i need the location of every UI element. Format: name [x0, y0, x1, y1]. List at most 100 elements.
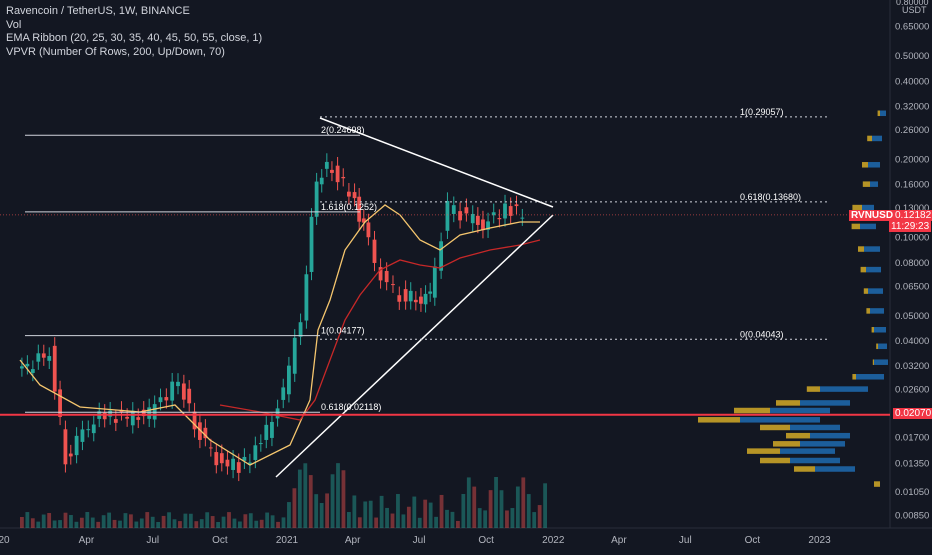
volume-bar [292, 488, 297, 528]
candle-body [458, 211, 462, 221]
candle-body [130, 410, 135, 426]
candle-body [335, 165, 340, 183]
vpvr-bar-up [872, 135, 882, 142]
candle-body [58, 389, 62, 417]
volume-bar [30, 518, 35, 528]
vpvr-bar-down [877, 110, 880, 117]
vpvr-bar-down [872, 359, 874, 365]
candle-body [125, 416, 130, 419]
vpvr-bar-up [800, 400, 850, 406]
candle-body [330, 169, 334, 173]
volume-bar [188, 513, 193, 528]
vpvr-bar-up [868, 288, 883, 294]
candle-body [357, 196, 362, 222]
symbol-title[interactable]: Ravencoin / TetherUS, 1W, BINANCE [6, 5, 190, 17]
volume-bar [63, 512, 68, 528]
vpvr-label[interactable]: VPVR (Number Of Rows, 200, Up/Down, 70) [6, 45, 225, 58]
volume-bar [156, 521, 161, 528]
candle-body [304, 274, 309, 321]
candle-body [298, 322, 303, 337]
volume-bar [107, 512, 111, 528]
vpvr-bar-down [698, 417, 740, 423]
candle-body [231, 458, 235, 470]
volume-bar [390, 513, 395, 528]
candle-body [80, 429, 85, 442]
candle-body [198, 422, 202, 440]
vpvr-bar-down [851, 223, 860, 230]
candle-body [219, 453, 224, 464]
time-label-2023: 2023 [808, 535, 831, 546]
time-label-apr: Apr [345, 535, 361, 546]
volume-bar [412, 496, 417, 528]
volume-bar [488, 490, 493, 528]
candle-body [203, 427, 208, 439]
price-axis-currency: USDT [902, 5, 927, 15]
vpvr-bar-down [794, 466, 815, 472]
candle-body [164, 397, 169, 401]
volume-bar [450, 511, 455, 528]
volume-bar [401, 514, 406, 528]
vpvr-bar-up [860, 223, 876, 230]
volume-bar [199, 519, 204, 528]
volume-label[interactable]: Vol [6, 18, 22, 31]
volume-bar [259, 519, 264, 528]
ema-fast-line [19, 204, 540, 466]
volume-bar [330, 474, 335, 528]
candle-body [275, 408, 280, 419]
vpvr-bar-up [856, 374, 884, 380]
volume-bar [47, 513, 52, 528]
candle-body [361, 218, 366, 223]
vpvr-bar-down [863, 288, 868, 294]
volume-bar [36, 521, 41, 528]
volume-bar [210, 516, 215, 528]
candle-body [287, 365, 291, 395]
volume-bar [472, 486, 477, 528]
volume-bar [308, 475, 313, 528]
triangle-upper-line [319, 117, 554, 208]
vpvr-bar-up [790, 424, 840, 431]
volume-bar [276, 521, 280, 528]
current-price-value: 0.12182 [893, 210, 932, 221]
candle-body [324, 161, 329, 169]
fib-projection-label: 0(0.04043) [740, 329, 784, 339]
volume-bar [499, 490, 504, 528]
price-tick-0: 0.65000 [895, 22, 929, 33]
volume-bar [385, 507, 389, 528]
price-tick-19: 0.00850 [895, 511, 929, 522]
volume-bar [118, 520, 122, 528]
time-label-oct: Oct [212, 535, 228, 546]
volume-bar [434, 516, 438, 528]
volume-bar [139, 518, 144, 528]
volume-bar [85, 512, 90, 528]
ema-ribbon-label[interactable]: EMA Ribbon (20, 25, 30, 35, 40, 45, 50, … [6, 32, 263, 44]
volume-bar [172, 519, 177, 528]
fib-level-label: 2(0.24698) [321, 125, 365, 135]
volume-bar [265, 512, 270, 528]
volume-bar [243, 514, 248, 528]
volume-bar [101, 515, 106, 528]
chart-legend: Ravencoin / TetherUS, 1W, BINANCE Vol EM… [6, 5, 262, 59]
candle-body [475, 215, 480, 225]
fib-projection-label: 0.618(0.13680) [740, 192, 801, 202]
vpvr-bar-down [852, 204, 862, 211]
vpvr-bar-down [747, 448, 780, 454]
candle-body [451, 205, 456, 214]
price-tick-14: 0.02600 [895, 385, 929, 396]
volume-bar [417, 517, 422, 528]
vpvr-bar-up [870, 181, 878, 187]
candle-body [36, 353, 41, 362]
vpvr-bar-up [810, 432, 850, 439]
volume-bar [357, 517, 362, 528]
vpvr-bar-up [780, 448, 835, 454]
candle-body [113, 419, 118, 423]
candle-body [514, 204, 519, 207]
price-tick-11: 0.05000 [895, 311, 929, 322]
volume-bar [238, 521, 242, 528]
candle-body [108, 410, 113, 417]
candle-body [372, 239, 377, 263]
volume-bar [537, 505, 542, 528]
volume-bar [341, 470, 346, 528]
candle-body [508, 206, 513, 216]
vpvr-bar-down [760, 457, 790, 464]
